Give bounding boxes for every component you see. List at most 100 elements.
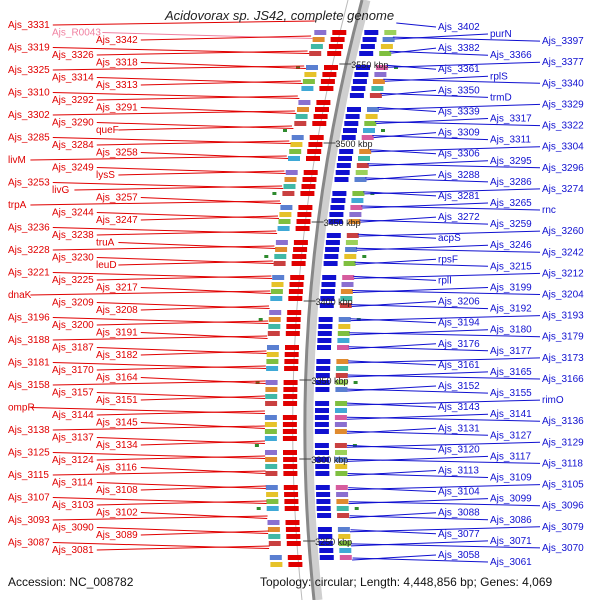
reverse-cog-bar <box>269 310 282 315</box>
forward-cog-bar <box>334 422 347 427</box>
right-gene-label: Ajs_3152 <box>438 381 480 392</box>
right-gene-label: Ajs_3361 <box>438 64 480 75</box>
forward-cog-bar <box>345 240 358 245</box>
right-gene-label: Ajs_3286 <box>490 177 532 188</box>
reverse-cog-bar <box>266 499 279 504</box>
forward-cog-bar <box>338 324 351 329</box>
forward-cog-bar <box>337 527 350 532</box>
forward-cog-bar <box>352 191 365 196</box>
left-gene-label: Ajs_3292 <box>52 95 94 106</box>
right-gene-label: rplS <box>490 71 508 82</box>
right-label-leader <box>349 515 489 521</box>
right-gene-label: Ajs_3306 <box>438 149 480 160</box>
reverse-cog-bar <box>275 240 288 245</box>
reverse-gene-block <box>332 30 347 35</box>
reverse-cog-bar <box>312 37 325 42</box>
right-label-leader <box>346 427 437 434</box>
left-gene-label: Ajs_3318 <box>96 58 138 69</box>
reverse-cog-bar <box>265 401 278 406</box>
left-label-leader <box>52 470 266 476</box>
forward-cog-bar <box>335 408 347 413</box>
right-label-leader <box>384 75 489 82</box>
left-label-leader <box>118 125 293 131</box>
left-label-leader <box>96 50 308 56</box>
forward-gene-block <box>317 345 331 350</box>
left-gene-label: Ajs_3326 <box>52 50 94 61</box>
left-gene-label: Ajs_3314 <box>52 73 94 84</box>
reverse-cog-bar <box>265 464 278 469</box>
feature-marker <box>394 66 398 69</box>
right-label-leader <box>367 163 541 169</box>
forward-cog-bar <box>337 338 350 343</box>
left-gene-label: Ajs_3225 <box>52 275 94 286</box>
left-gene-label: leuD <box>96 260 117 271</box>
reverse-gene-block <box>307 149 322 154</box>
left-gene-label: Ajs_3200 <box>52 320 94 331</box>
feature-marker <box>256 507 261 510</box>
genome-backbone <box>303 0 364 600</box>
forward-cog-bar <box>361 135 374 140</box>
forward-cog-bar <box>349 212 362 217</box>
reverse-gene-block <box>282 415 297 420</box>
forward-gene-block <box>339 149 354 154</box>
left-label-leader <box>96 410 265 416</box>
reverse-cog-bar <box>274 254 287 259</box>
reverse-gene-block <box>283 387 298 392</box>
right-label-leader <box>346 444 437 450</box>
forward-gene-block <box>315 485 330 490</box>
reverse-gene-block <box>285 527 300 532</box>
right-gene-label: Ajs_3086 <box>490 515 532 526</box>
reverse-gene-block <box>309 135 324 140</box>
scale-label: 3500 kbp <box>336 139 373 149</box>
left-label-leader <box>52 497 267 504</box>
forward-gene-block <box>324 254 339 259</box>
right-gene-label: Ajs_3317 <box>490 114 532 125</box>
right-label-leader <box>380 92 489 98</box>
right-label-leader <box>381 89 437 96</box>
right-gene-label: Ajs_3131 <box>438 423 480 434</box>
left-label-leader <box>52 362 267 369</box>
right-label-leader <box>366 174 437 181</box>
reverse-gene-block <box>296 219 311 224</box>
right-label-leader <box>377 107 437 112</box>
reverse-cog-bar <box>264 429 277 434</box>
right-label-leader <box>389 50 489 56</box>
forward-gene-block <box>316 366 331 371</box>
right-gene-label: Ajs_3079 <box>542 522 584 533</box>
left-gene-label: Ajs_3151 <box>96 395 138 406</box>
right-gene-label: Ajs_3192 <box>490 304 532 315</box>
right-label-leader <box>383 78 541 84</box>
left-gene-label: Ajs_3331 <box>8 20 50 31</box>
forward-gene-block <box>319 555 334 560</box>
right-gene-label: Ajs_3180 <box>490 325 532 336</box>
forward-gene-block <box>317 331 332 336</box>
left-gene-label: Ajs_3244 <box>52 208 94 219</box>
left-label-leader <box>96 122 294 129</box>
right-gene-label: Ajs_3058 <box>438 550 480 561</box>
forward-gene-block <box>315 387 330 392</box>
right-gene-label: Ajs_3382 <box>438 43 480 54</box>
reverse-gene-block <box>288 289 303 294</box>
left-gene-label: truA <box>96 238 115 249</box>
reverse-cog-bar <box>280 205 293 210</box>
right-gene-label: Ajs_3397 <box>542 36 584 47</box>
right-label-leader <box>355 258 437 265</box>
left-gene-label: Ajs_3181 <box>8 358 50 369</box>
forward-cog-bar <box>351 198 364 203</box>
reverse-cog-bar <box>265 380 278 385</box>
left-gene-label: Ajs_3342 <box>96 35 138 46</box>
reverse-gene-block <box>284 359 299 364</box>
right-gene-label: Ajs_3071 <box>490 536 532 547</box>
left-gene-label: Ajs_3228 <box>8 245 50 256</box>
reverse-cog-bar <box>265 471 278 476</box>
right-gene-label: Ajs_3259 <box>490 219 532 230</box>
reverse-cog-bar <box>264 422 277 427</box>
reverse-cog-bar <box>290 142 303 147</box>
right-gene-label: Ajs_3105 <box>542 480 584 491</box>
right-label-leader <box>394 33 489 40</box>
left-label-leader <box>96 482 266 489</box>
forward-cog-bar <box>367 107 379 112</box>
forward-cog-bar <box>338 534 351 539</box>
left-gene-label: Ajs_3182 <box>96 350 138 361</box>
reverse-gene-block <box>328 44 343 49</box>
